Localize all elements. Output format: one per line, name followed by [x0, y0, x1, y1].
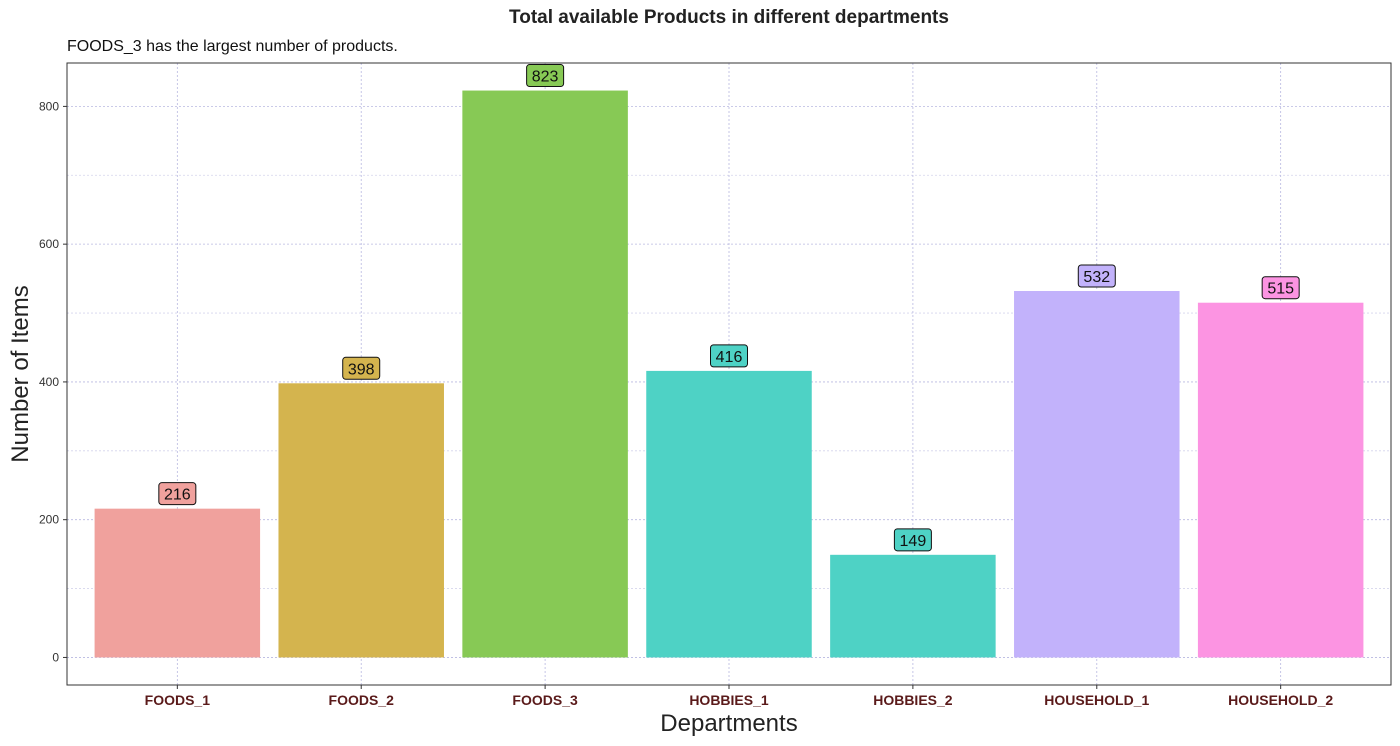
bar-foods_2 [278, 383, 444, 658]
y-axis-ticks: 0 200 400 600 800 [39, 99, 67, 664]
data-label: 149 [900, 533, 927, 550]
x-tick-label: FOODS_3 [512, 692, 578, 708]
bar-hobbies_1 [646, 370, 812, 658]
data-label: 532 [1083, 269, 1110, 286]
chart-subtitle: FOODS_3 has the largest number of produc… [67, 38, 398, 55]
bar-household_1 [1014, 290, 1180, 658]
y-tick-label: 800 [39, 99, 59, 113]
y-tick-label: 200 [39, 513, 59, 527]
bar-foods_3 [462, 90, 628, 658]
bar-household_2 [1197, 302, 1364, 658]
data-label-box [1077, 264, 1116, 288]
data-label-box [158, 482, 197, 506]
y-tick-label: 600 [39, 237, 59, 251]
data-label: 398 [348, 361, 375, 378]
data-labels: 216 398 823 416 149 532 515 [158, 64, 1300, 552]
y-tick-label: 0 [52, 650, 59, 664]
data-label-box [710, 344, 748, 368]
x-tick-label: FOODS_2 [329, 692, 395, 708]
data-label: 515 [1267, 281, 1294, 298]
chart-title: Total available Products in different de… [509, 7, 949, 28]
data-label: 216 [164, 487, 191, 504]
x-tick-label: HOBBIES_1 [689, 692, 769, 708]
data-label: 416 [716, 349, 743, 366]
y-axis-title: Number of Items [7, 285, 34, 462]
y-tick-label: 400 [39, 375, 59, 389]
data-label-box [526, 64, 565, 88]
bar-hobbies_2 [830, 554, 996, 658]
x-tick-label: HOUSEHOLD_1 [1044, 692, 1149, 708]
data-label: 823 [532, 69, 559, 86]
x-tick-label: HOBBIES_2 [873, 692, 953, 708]
bars [94, 90, 1364, 658]
x-axis-ticks: FOODS_1 FOODS_2 FOODS_3 HOBBIES_1 HOBBIES_2 H… [145, 685, 1333, 708]
x-axis-title: Departments [660, 710, 797, 737]
data-label-box [342, 356, 381, 380]
data-label-box [893, 528, 932, 552]
x-tick-label: FOODS_1 [145, 692, 211, 708]
x-tick-label: HOUSEHOLD_2 [1228, 692, 1333, 708]
data-label-box [1261, 276, 1300, 300]
bar-foods_1 [94, 508, 261, 658]
